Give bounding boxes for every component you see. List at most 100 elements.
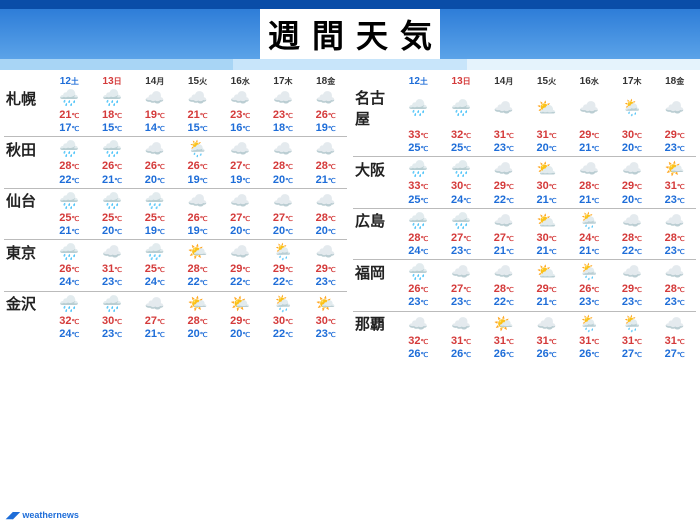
temp-low: 27℃	[653, 348, 696, 361]
temp-low: 20℃	[611, 142, 654, 155]
weather-icon: ⛅	[525, 210, 568, 232]
city-name: 広島	[353, 210, 397, 231]
weather-icon: ☁️	[611, 261, 654, 283]
weather-icon-cell: ☁️	[611, 261, 654, 283]
weather-icon-cell: 🌧️	[440, 210, 483, 232]
city-block: 名古屋 🌧️🌧️☁️⛅☁️🌦️☁️ 33℃32℃31℃31℃29℃30℃29℃ …	[353, 87, 696, 157]
temp-high: 27℃	[133, 315, 176, 328]
title-char: 天	[356, 11, 388, 57]
weather-icon-cell: 🌦️	[176, 138, 219, 160]
city-block: 広島 🌧️🌧️☁️⛅🌦️☁️☁️ 28℃27℃27℃30℃24℃28℃28℃ 2…	[353, 210, 696, 260]
weather-icon: 🌧️	[91, 87, 134, 109]
lo-row: 21℃20℃19℃19℃20℃20℃20℃	[4, 225, 347, 238]
weather-icon-cell: ☁️	[304, 138, 347, 160]
weather-icon: 🌧️	[440, 210, 483, 232]
weather-icon-cell: 🌧️	[91, 138, 134, 160]
temp-low: 23℃	[440, 296, 483, 309]
temp-high: 27℃	[482, 232, 525, 245]
temp-high: 25℃	[133, 263, 176, 276]
temp-low: 25℃	[397, 142, 440, 155]
temp-high: 30℃	[91, 315, 134, 328]
weather-icon-cell: 🌧️	[397, 210, 440, 232]
temp-high: 28℃	[304, 212, 347, 225]
weather-icon: 🌦️	[611, 313, 654, 335]
weather-icon-cell: ☁️	[440, 261, 483, 283]
weather-icon-cell: ⛅	[525, 261, 568, 283]
weather-icon-cell: ☁️	[482, 261, 525, 283]
title-char: 間	[312, 11, 344, 57]
icon-row: 東京 🌧️☁️🌧️🌤️☁️🌦️☁️	[4, 241, 347, 263]
temp-low: 21℃	[525, 245, 568, 258]
hi-row: 21℃18℃19℃21℃23℃23℃26℃	[4, 109, 347, 122]
weather-icon: 🌤️	[176, 241, 219, 263]
weather-icon: 🌧️	[91, 138, 134, 160]
temp-low: 23℃	[91, 328, 134, 341]
temp-high: 29℃	[304, 263, 347, 276]
hi-row: 32℃30℃27℃28℃29℃30℃30℃	[4, 315, 347, 328]
weather-icon-cell: ☁️	[482, 158, 525, 180]
temp-high: 31℃	[611, 335, 654, 348]
temp-high: 27℃	[440, 283, 483, 296]
day-header-cell: 13日	[91, 76, 134, 87]
day-header-cell: 17木	[611, 76, 654, 87]
lo-row: 24℃23℃21℃20℃20℃22℃23℃	[4, 328, 347, 341]
temp-high: 21℃	[176, 109, 219, 122]
temp-high: 31℃	[525, 129, 568, 142]
weather-icon-cell: 🌧️	[48, 293, 91, 315]
weather-icon-cell: 🌧️	[133, 190, 176, 212]
temp-high: 25℃	[48, 212, 91, 225]
weather-icon-cell: 🌦️	[568, 313, 611, 335]
weather-icon-cell: 🌧️	[48, 87, 91, 109]
temp-low: 20℃	[525, 142, 568, 155]
weather-icon-cell: ☁️	[611, 210, 654, 232]
temp-high: 25℃	[91, 212, 134, 225]
weather-icon-cell: 🌧️	[440, 97, 483, 119]
weather-icon: 🌦️	[176, 138, 219, 160]
city-name: 福岡	[353, 262, 397, 283]
temp-high: 29℃	[611, 283, 654, 296]
temp-low: 23℃	[653, 142, 696, 155]
city-name: 札幌	[4, 88, 48, 109]
temp-low: 20℃	[176, 328, 219, 341]
weather-icon: ⛅	[525, 158, 568, 180]
weather-icon: ☁️	[482, 158, 525, 180]
hi-row: 33℃32℃31℃31℃29℃30℃29℃	[353, 129, 696, 142]
weather-icon: ☁️	[91, 241, 134, 263]
weather-icon-cell: ☁️	[262, 138, 305, 160]
temp-low: 19℃	[304, 122, 347, 135]
temp-high: 29℃	[262, 263, 305, 276]
temp-high: 26℃	[176, 160, 219, 173]
city-name: 名古屋	[353, 87, 397, 129]
weather-icon-cell: ☁️	[133, 87, 176, 109]
weather-icon-cell: ☁️	[262, 190, 305, 212]
temp-low: 22℃	[482, 296, 525, 309]
temp-high: 26℃	[91, 160, 134, 173]
temp-high: 32℃	[48, 315, 91, 328]
temp-low: 24℃	[48, 276, 91, 289]
temp-low: 23℃	[611, 296, 654, 309]
weather-icon: ☁️	[397, 313, 440, 335]
weather-icon: ☁️	[133, 138, 176, 160]
temp-low: 25℃	[440, 142, 483, 155]
temp-low: 22℃	[219, 276, 262, 289]
day-header-cell: 15火	[176, 76, 219, 87]
temp-low: 19℃	[219, 174, 262, 187]
icon-row: 名古屋 🌧️🌧️☁️⛅☁️🌦️☁️	[353, 87, 696, 129]
hi-row: 25℃25℃25℃26℃27℃27℃28℃	[4, 212, 347, 225]
weather-icon-cell: ☁️	[653, 313, 696, 335]
weather-icon-cell: 🌧️	[91, 293, 134, 315]
temp-high: 18℃	[91, 109, 134, 122]
temp-high: 23℃	[219, 109, 262, 122]
brand-logo-icon: ◢◤	[6, 510, 20, 520]
weather-icon-cell: 🌧️	[397, 261, 440, 283]
weather-icon-cell: 🌧️	[397, 97, 440, 119]
temp-low: 15℃	[176, 122, 219, 135]
temp-high: 21℃	[48, 109, 91, 122]
weather-icon-cell: 🌤️	[653, 158, 696, 180]
city-name: 東京	[4, 242, 48, 263]
temp-high: 29℃	[568, 129, 611, 142]
weather-icon-cell: ☁️	[440, 313, 483, 335]
temp-high: 27℃	[219, 160, 262, 173]
weather-icon: ☁️	[653, 261, 696, 283]
temp-high: 31℃	[482, 129, 525, 142]
